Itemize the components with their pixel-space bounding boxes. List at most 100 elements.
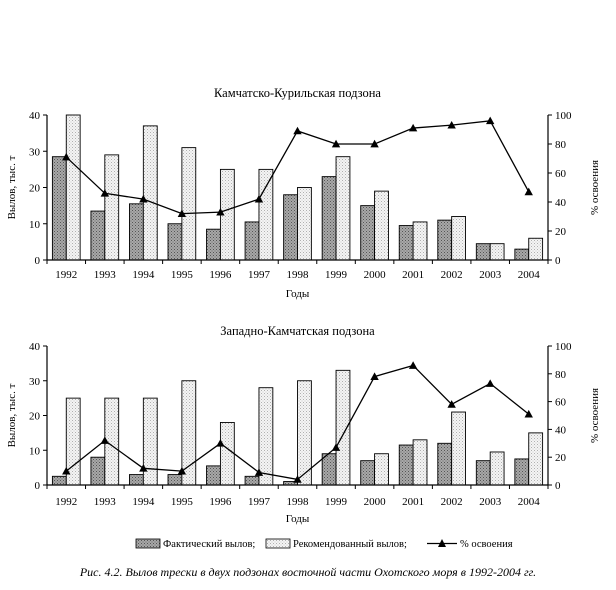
bar-actual-2001 — [398, 225, 414, 261]
x-tick-label-2002: 2002 — [441, 496, 463, 508]
bar-actual-1995 — [167, 474, 183, 486]
percent-marker-1997 — [254, 468, 264, 476]
y-axis-label-right: % освоения — [589, 160, 601, 215]
y-tick-label-right-40: 40 — [555, 424, 567, 436]
x-axis-label: Годы — [286, 288, 310, 300]
percent-marker-2002 — [447, 120, 456, 129]
bar-actual-1995 — [167, 223, 183, 261]
x-tick-label-2004: 2004 — [518, 269, 541, 281]
bar-recommended-1994 — [142, 397, 158, 486]
bar-actual-1997 — [244, 221, 260, 261]
bar-actual-2004 — [514, 458, 530, 486]
bar-actual-1994 — [129, 474, 144, 486]
x-tick-label-1992: 1992 — [55, 269, 77, 281]
x-axis-label: Годы — [286, 513, 310, 525]
x-tick-label-2001: 2001 — [402, 496, 424, 508]
percent-marker-1993 — [100, 436, 110, 444]
percent-marker-1995 — [177, 209, 187, 217]
bar-actual-2003 — [475, 460, 491, 486]
kamchatka-kuril-chart: Камчатско-Курильская подзона 1992 1993 1994… — [6, 86, 601, 300]
bar-actual-2002 — [437, 442, 453, 486]
percent-marker-1992 — [62, 466, 71, 475]
bar-recommended-1994 — [142, 125, 158, 261]
bar-recommended-2004 — [528, 432, 544, 486]
x-tick-label-1993: 1993 — [94, 496, 117, 508]
bar-actual-2000 — [360, 205, 376, 261]
percent-marker-2000 — [370, 372, 379, 380]
bar-actual-1999 — [321, 453, 337, 486]
percent-marker-1994 — [139, 194, 148, 203]
percent-marker-1996 — [216, 439, 225, 447]
x-tick-label-1998: 1998 — [287, 496, 310, 508]
y-tick-label-left-10: 10 — [29, 219, 41, 231]
y-tick-label-right-60: 60 — [555, 168, 567, 180]
x-tick-label-2000: 2000 — [364, 496, 387, 508]
legend-marker-percent — [438, 539, 446, 547]
percent-marker-1998 — [293, 475, 302, 483]
percent-marker-1994 — [139, 464, 148, 472]
y-tick-label-right-100: 100 — [555, 341, 572, 353]
y-tick-label-right-100: 100 — [555, 110, 572, 122]
percent-marker-2000 — [370, 139, 379, 148]
percent-marker-2003 — [485, 116, 495, 125]
bar-recommended-1996 — [219, 422, 235, 486]
bar-recommended-1995 — [181, 147, 197, 261]
y-tick-label-right-40: 40 — [555, 197, 567, 209]
y-tick-label-right-20: 20 — [555, 452, 567, 464]
bar-recommended-2003 — [489, 243, 505, 261]
figure-caption: Рис. 4.2. Вылов трески в двух подзонах в… — [79, 565, 536, 579]
bar-actual-1992 — [51, 156, 67, 261]
y-axis-label-left: Вылов, тыс. т — [6, 383, 18, 447]
x-tick-label-2003: 2003 — [479, 269, 502, 281]
percent-marker-1995 — [177, 466, 187, 475]
percent-marker-1992 — [62, 152, 71, 161]
x-tick-label-2004: 2004 — [518, 496, 541, 508]
percent-marker-2003 — [485, 379, 495, 387]
x-tick-label-1999: 1999 — [325, 496, 348, 508]
x-tick-label-1996: 1996 — [209, 496, 232, 508]
bar-actual-1999 — [321, 176, 337, 261]
x-tick-label-2002: 2002 — [441, 269, 463, 281]
x-tick-label-1995: 1995 — [171, 269, 194, 281]
bar-actual-1992 — [51, 475, 67, 486]
bar-actual-1996 — [206, 228, 221, 261]
bar-recommended-2000 — [374, 190, 389, 261]
bar-recommended-1997 — [258, 168, 274, 261]
bar-actual-2000 — [360, 460, 376, 486]
percent-marker-2004 — [524, 187, 533, 196]
percent-marker-2004 — [524, 409, 533, 418]
legend-label-percent: % освоения — [460, 539, 513, 550]
bar-actual-1996 — [206, 465, 221, 486]
bar-recommended-1999 — [335, 369, 351, 486]
bar-actual-1997 — [244, 475, 260, 486]
x-tick-label-1996: 1996 — [209, 269, 232, 281]
percent-marker-1993 — [100, 189, 110, 197]
bar-recommended-1999 — [335, 156, 351, 261]
bar-actual-2001 — [398, 444, 414, 486]
bar-recommended-1993 — [104, 154, 120, 261]
bar-actual-1998 — [283, 194, 298, 261]
bar-actual-1993 — [90, 210, 106, 261]
y-tick-label-left-30: 30 — [29, 146, 41, 158]
bar-recommended-1998 — [297, 187, 312, 261]
percent-marker-2001 — [408, 361, 418, 369]
y-tick-label-left-40: 40 — [29, 341, 41, 353]
y-tick-label-left-40: 40 — [29, 110, 41, 122]
y-tick-label-left-30: 30 — [29, 376, 41, 388]
y-tick-label-right-0: 0 — [555, 255, 561, 267]
bar-actual-1994 — [129, 203, 144, 261]
bar-recommended-2003 — [489, 451, 505, 486]
y-tick-label-left-10: 10 — [29, 445, 41, 457]
x-tick-label-2000: 2000 — [364, 269, 387, 281]
x-tick-label-1999: 1999 — [325, 269, 348, 281]
x-tick-label-1995: 1995 — [171, 496, 194, 508]
y-tick-label-right-80: 80 — [555, 139, 567, 151]
y-tick-label-left-20: 20 — [29, 411, 41, 423]
legend-swatch-actual — [135, 538, 161, 549]
percent-marker-1996 — [216, 207, 225, 216]
bar-actual-2002 — [437, 219, 453, 261]
bar-actual-1993 — [90, 456, 106, 486]
percent-marker-1999 — [331, 443, 341, 451]
percent-marker-2001 — [408, 123, 418, 132]
